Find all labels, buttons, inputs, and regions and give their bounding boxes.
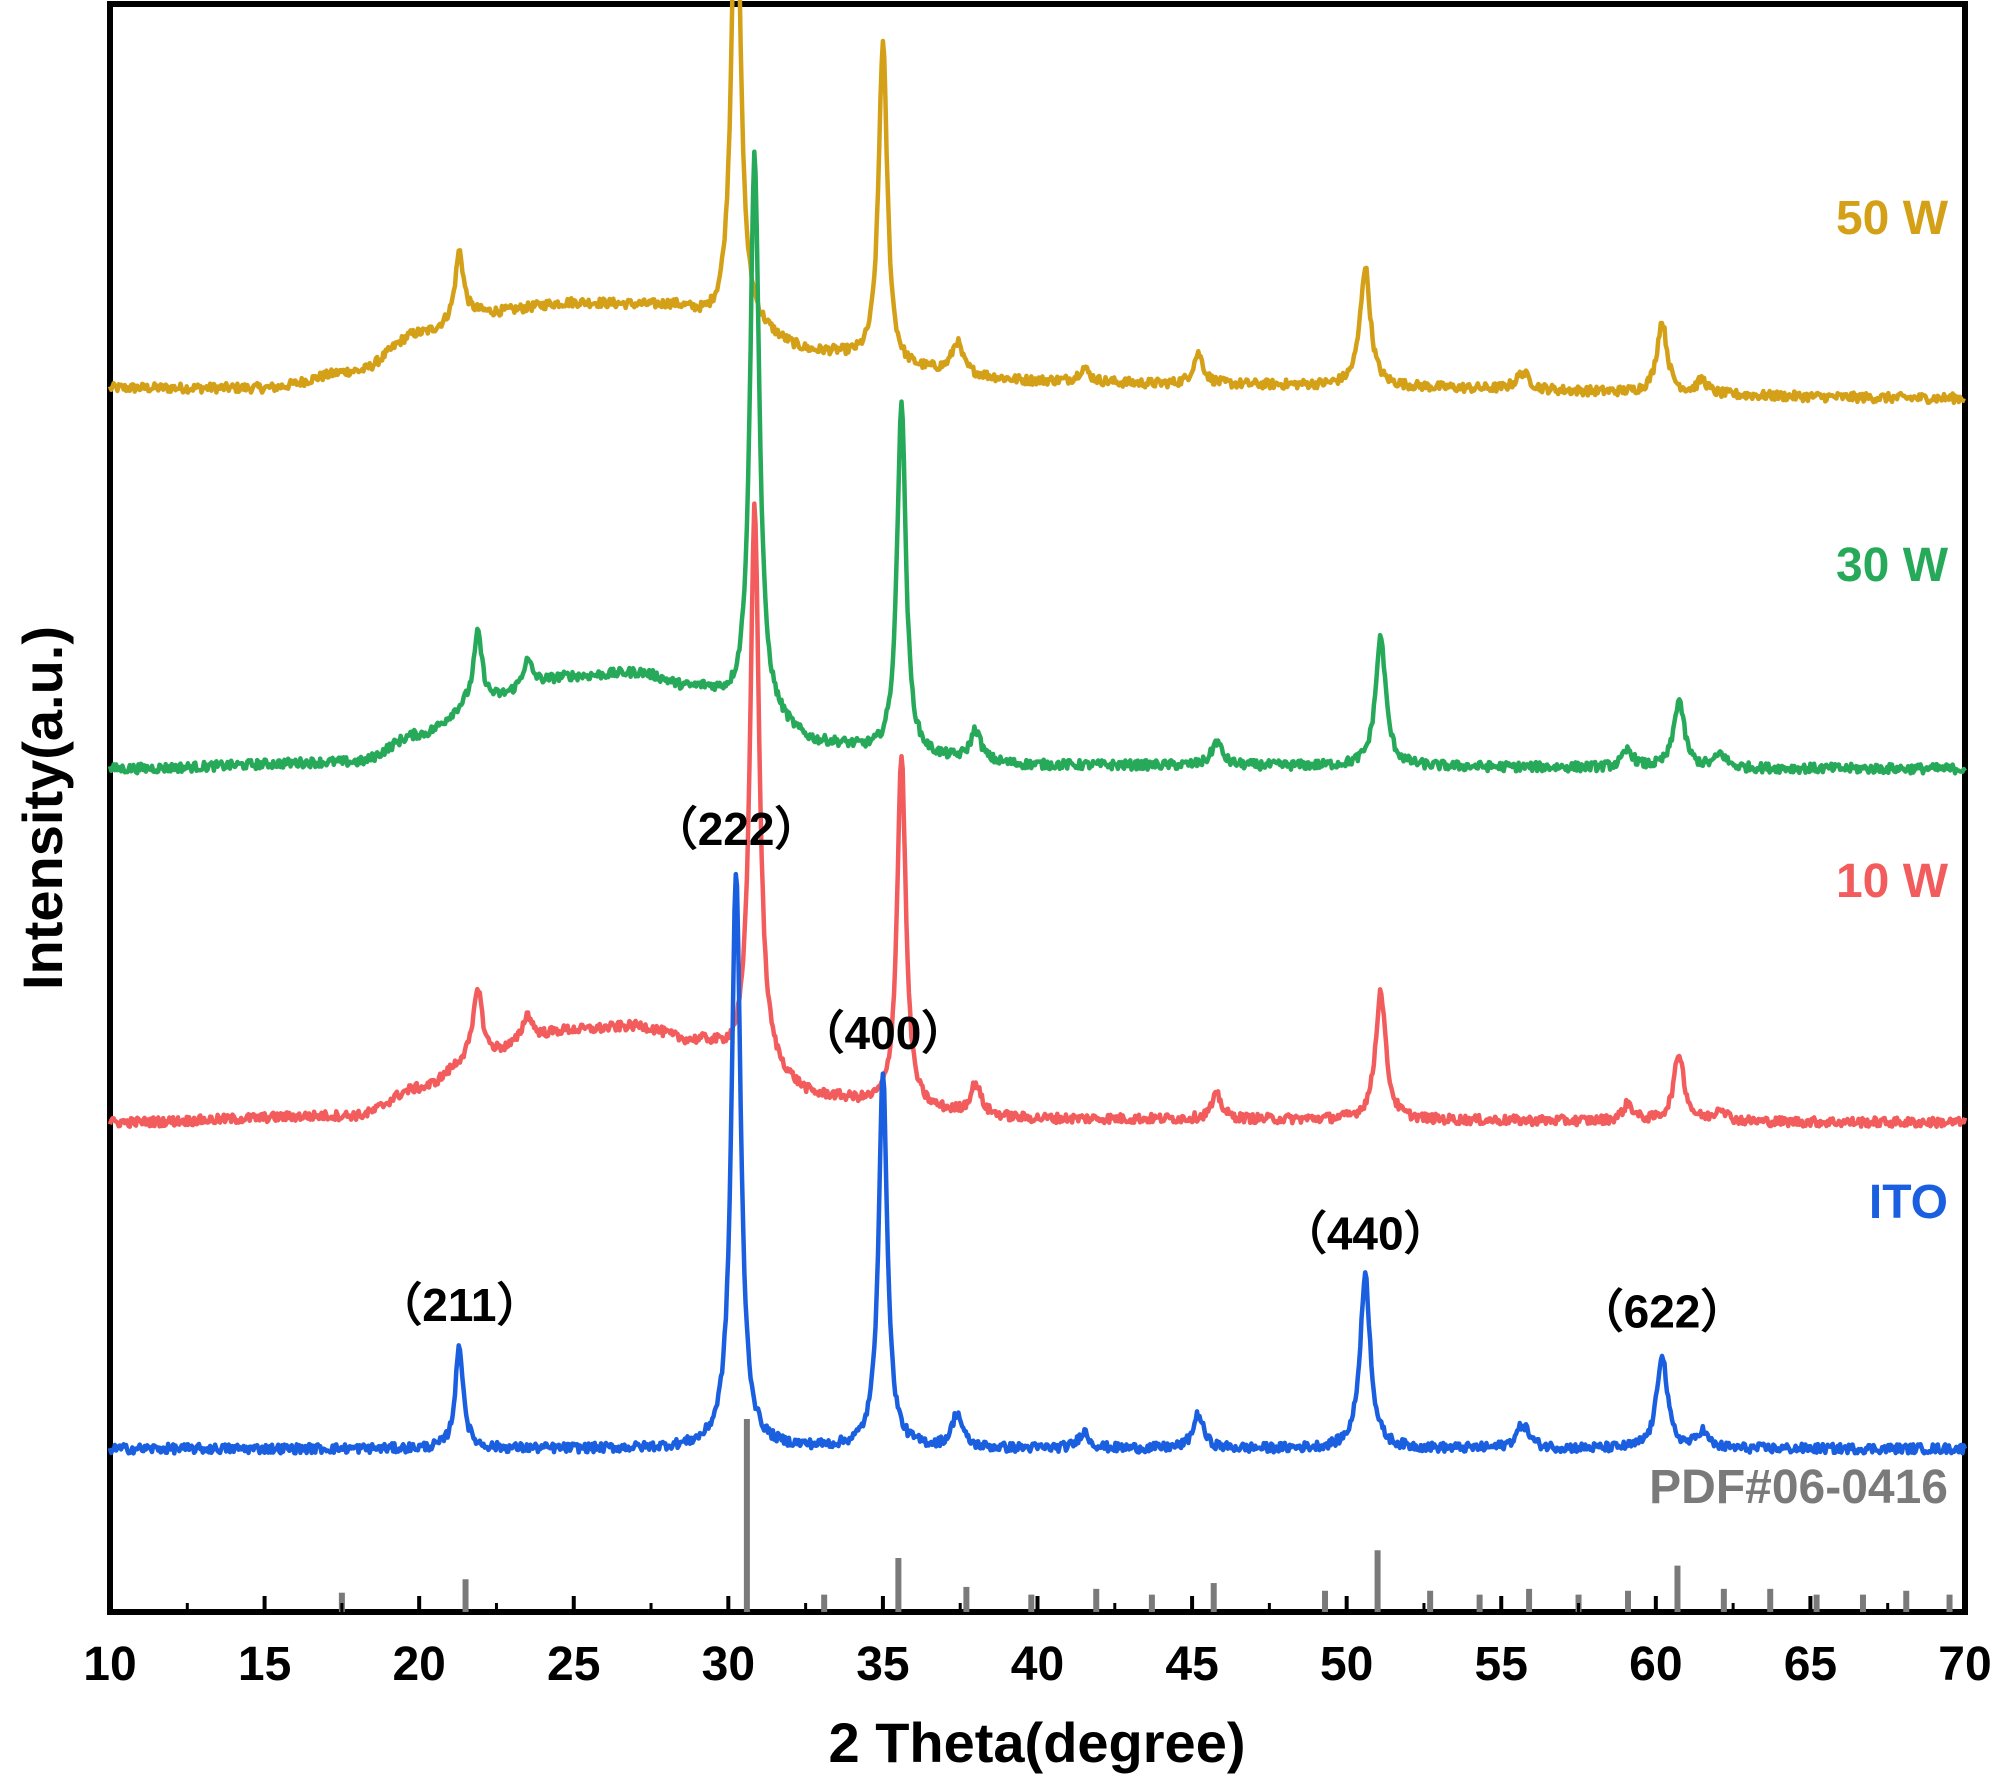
- peak-annotation: （400）: [799, 1007, 968, 1059]
- x-tick-label: 20: [392, 1638, 445, 1691]
- x-tick-label: 65: [1784, 1638, 1837, 1691]
- x-axis-title: 2 Theta(degree): [829, 1711, 1246, 1774]
- x-tick-label: 15: [238, 1638, 291, 1691]
- series-label: ITO: [1869, 1176, 1948, 1229]
- peak-annotations: （211） （222） （400） （440） （622）: [376, 803, 1746, 1338]
- x-tick-label: 10: [83, 1638, 136, 1691]
- series-line-50w: [110, 0, 1965, 403]
- series-line-ito: [110, 874, 1965, 1453]
- diffraction-curves: [110, 0, 1965, 1453]
- x-tick-label: 40: [1011, 1638, 1064, 1691]
- x-tick-label: 55: [1475, 1638, 1528, 1691]
- y-axis-title: Intensity(a.u.): [11, 626, 74, 990]
- peak-annotation: （222）: [652, 803, 821, 855]
- x-tick-label: 35: [856, 1638, 909, 1691]
- x-axis-tick-labels: 10 15 20 25 30 35 40 45 50 55 60 65 70: [83, 1638, 1991, 1691]
- x-tick-label: 50: [1320, 1638, 1373, 1691]
- x-tick-label: 30: [702, 1638, 755, 1691]
- x-tick-label: 25: [547, 1638, 600, 1691]
- peak-annotation: （440）: [1281, 1207, 1450, 1259]
- peak-annotation: （622）: [1578, 1286, 1747, 1338]
- x-tick-label: 60: [1629, 1638, 1682, 1691]
- plot-frame: [110, 4, 1965, 1612]
- x-tick-label: 45: [1165, 1638, 1218, 1691]
- x-tick-label: 70: [1938, 1638, 1991, 1691]
- series-line-10w: [110, 504, 1965, 1127]
- series-label: 30 W: [1836, 539, 1949, 592]
- series-label: 10 W: [1836, 855, 1949, 908]
- reference-label: PDF#06-0416: [1649, 1461, 1948, 1514]
- series-label: 50 W: [1836, 192, 1949, 245]
- series-line-30w: [110, 152, 1965, 774]
- peak-annotation: （211）: [376, 1279, 542, 1331]
